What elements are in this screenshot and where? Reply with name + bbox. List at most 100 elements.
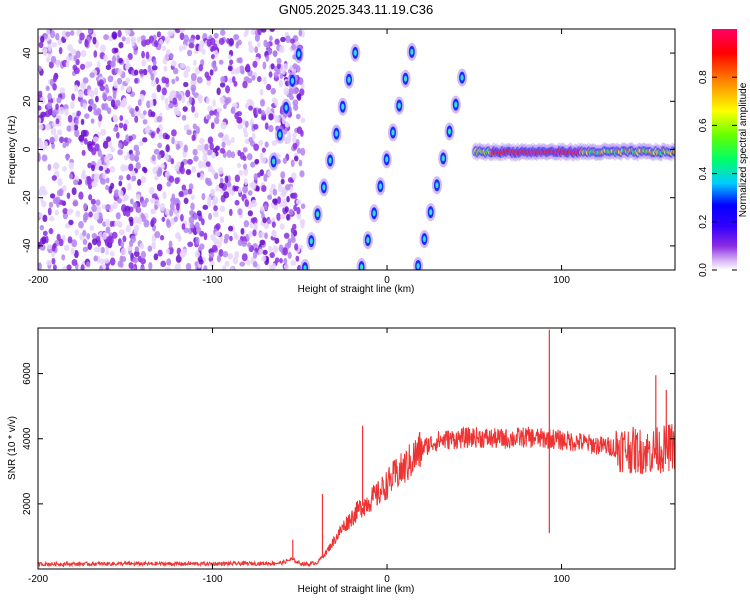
noise-cell (159, 234, 165, 241)
noise-cell (291, 43, 296, 51)
noise-cell (133, 144, 140, 152)
noise-cell (75, 210, 81, 218)
y-tick-label: -20 (22, 190, 33, 205)
noise-cell (151, 154, 156, 162)
noise-cell (78, 191, 84, 200)
noise-cell (197, 94, 203, 102)
noise-cell (168, 53, 174, 59)
noise-cell (189, 222, 195, 229)
noise-cell (55, 32, 60, 41)
noise-cell (207, 105, 213, 112)
noise-cell (120, 247, 127, 256)
noise-cell (259, 239, 266, 246)
noise-cell (82, 77, 89, 84)
noise-cell (93, 212, 100, 221)
noise-cell (131, 38, 135, 47)
noise-cell (250, 217, 256, 223)
noise-cell (191, 166, 196, 173)
noise-cell (106, 107, 112, 115)
noise-cell (70, 30, 75, 36)
noise-cell (132, 202, 138, 209)
noise-cell (57, 38, 62, 46)
noise-cell (168, 175, 175, 183)
noise-cell (83, 202, 88, 211)
noise-cell (223, 191, 230, 199)
noise-cell (92, 36, 97, 45)
noise-cell (208, 212, 212, 220)
noise-cell (68, 161, 74, 170)
noise-cell (152, 98, 157, 106)
noise-cell (258, 248, 263, 255)
noise-cell (163, 65, 168, 72)
noise-cell (127, 135, 133, 142)
noise-cell (174, 177, 180, 185)
noise-cell (211, 169, 216, 176)
noise-cell (126, 86, 132, 93)
page-title: GN05.2025.343.11.19.C36 (279, 2, 433, 17)
noise-cell (280, 36, 286, 43)
noise-cell (47, 163, 52, 171)
noise-cell (127, 53, 133, 61)
noise-cell (73, 179, 79, 186)
noise-cell (49, 216, 55, 222)
x-tick-label: 100 (553, 574, 570, 585)
noise-cell (54, 209, 59, 216)
noise-cell (105, 177, 110, 184)
noise-cell (279, 73, 284, 80)
noise-cell (124, 155, 129, 161)
noise-cell (74, 119, 79, 126)
noise-cell (247, 190, 253, 196)
noise-cell (151, 241, 156, 250)
noise-cell (68, 173, 74, 180)
noise-cell (225, 139, 232, 146)
noise-cell (78, 220, 84, 229)
noise-cell (218, 59, 224, 65)
noise-cell (104, 84, 109, 92)
noise-cell (71, 239, 78, 248)
noise-cell (234, 174, 241, 183)
noise-cell (82, 169, 86, 177)
noise-cell (38, 105, 42, 111)
noise-cell (129, 198, 134, 205)
noise-cell (290, 172, 297, 181)
noise-cell (110, 146, 115, 153)
noise-cell (265, 55, 270, 62)
noise-cell (286, 195, 290, 203)
noise-cell (172, 67, 179, 75)
noise-cell (122, 97, 127, 105)
noise-cell (88, 145, 94, 152)
noise-cell (221, 141, 226, 148)
noise-cell (191, 134, 196, 142)
noise-cell (188, 42, 195, 49)
noise-cell (271, 140, 278, 146)
noise-cell (50, 55, 57, 64)
noise-cell (142, 119, 148, 125)
noise-cell (207, 136, 214, 145)
noise-cell (99, 85, 106, 92)
noise-cell (117, 142, 123, 149)
noise-cell (284, 206, 289, 213)
noise-cell (218, 37, 225, 46)
noise-cell (41, 46, 48, 54)
noise-cell (241, 240, 248, 247)
noise-cell (233, 231, 238, 239)
noise-cell (154, 174, 159, 181)
noise-cell (246, 98, 253, 105)
noise-cell (175, 254, 182, 263)
noise-cell (71, 93, 76, 101)
noise-cell (262, 76, 267, 85)
noise-cell (252, 60, 258, 68)
noise-cell (66, 209, 73, 215)
noise-cell (39, 244, 46, 251)
aliased-core (391, 129, 395, 136)
noise-cell (261, 184, 267, 193)
noise-cell (221, 136, 228, 143)
noise-cell (127, 182, 132, 191)
noise-cell (147, 245, 153, 252)
noise-cell (250, 161, 256, 168)
noise-cell (164, 153, 170, 161)
noise-cell (185, 169, 192, 175)
noise-cell (178, 190, 184, 198)
noise-cell (271, 97, 277, 104)
noise-cell (178, 165, 183, 173)
